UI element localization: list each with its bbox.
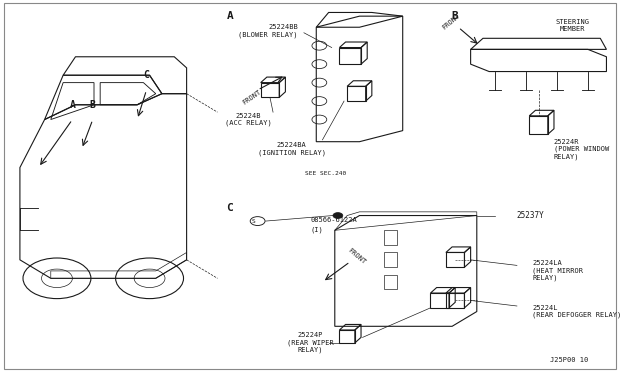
Text: STEERING
MEMBER: STEERING MEMBER [556,19,589,32]
Text: FRONT: FRONT [241,89,262,106]
Text: 25224BA
(IGNITION RELAY): 25224BA (IGNITION RELAY) [257,142,326,156]
Text: 08566-6122A: 08566-6122A [310,217,357,223]
Text: 25224LA
(HEAT MIRROR
RELAY): 25224LA (HEAT MIRROR RELAY) [532,260,584,282]
Text: J25P00 10: J25P00 10 [550,356,588,363]
Text: C: C [227,203,233,213]
Text: 25224BB
(BLOWER RELAY): 25224BB (BLOWER RELAY) [238,24,298,38]
Text: B: B [90,100,96,110]
Text: FRONT: FRONT [346,247,367,265]
Circle shape [333,212,343,218]
Text: 25224L
(REAR DEFOGGER RELAY): 25224L (REAR DEFOGGER RELAY) [532,305,621,318]
Text: (I): (I) [310,226,323,233]
Text: 25224P
(REAR WIPER
RELAY): 25224P (REAR WIPER RELAY) [287,333,333,353]
Text: SEE SEC.240: SEE SEC.240 [305,171,346,176]
Text: 25224B
(ACC RELAY): 25224B (ACC RELAY) [225,113,272,126]
Text: C: C [143,70,149,80]
Text: FRONT: FRONT [441,13,461,31]
Text: 25237Y: 25237Y [517,211,545,220]
Text: S: S [252,219,255,224]
Text: 25224R
(POWER WINDOW
RELAY): 25224R (POWER WINDOW RELAY) [554,139,609,160]
Text: A: A [70,100,76,110]
Text: A: A [227,11,233,21]
Text: B: B [452,11,459,21]
